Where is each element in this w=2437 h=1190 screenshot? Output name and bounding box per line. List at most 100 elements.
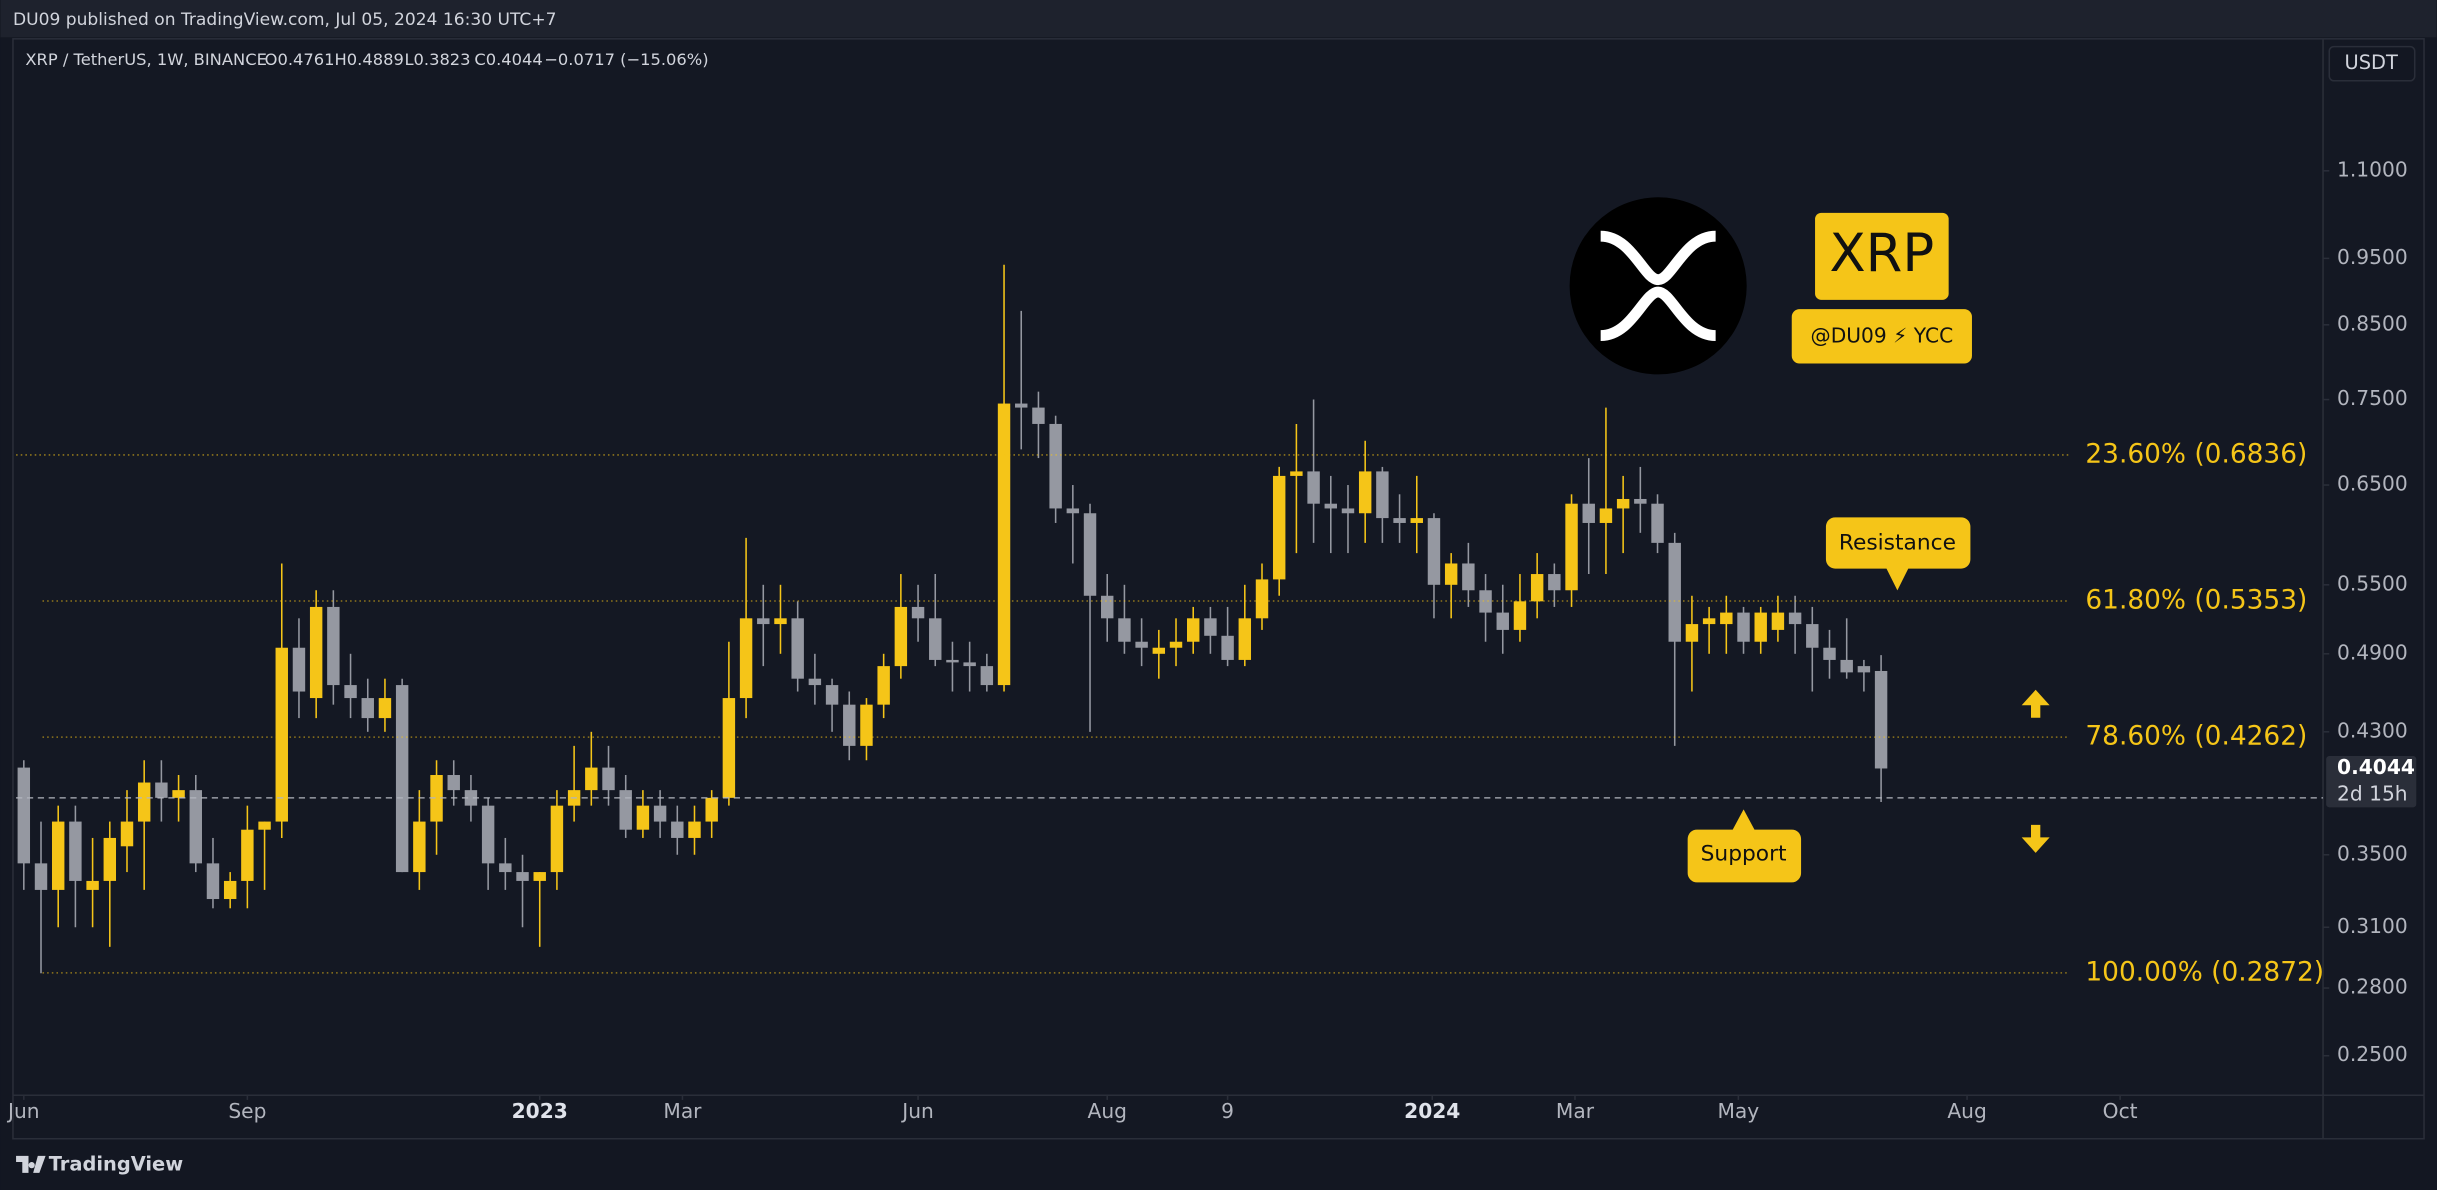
candle-body [1255,579,1269,619]
candle-body [1530,574,1544,602]
candle-body [533,872,546,881]
candle-body [739,618,753,699]
candle-body [946,659,959,663]
y-tick-label: 0.6500 [2337,472,2408,496]
candle-body [1462,563,1475,591]
candle-body [1513,601,1527,630]
candle-body [1152,647,1166,654]
fib-label: 61.80% (0.5353) [2085,584,2307,615]
currency[interactable]: USDT [2345,51,2398,74]
y-tick-label: 0.7500 [2337,386,2408,410]
candle-body [636,805,650,830]
candle-body [447,775,460,791]
candle-body [1582,503,1595,523]
candle-body [671,821,684,838]
candle-body [206,863,220,900]
y-tick-label: 0.3100 [2337,914,2408,938]
candle-body [1204,618,1217,636]
candle-body [860,704,873,746]
candle-body [929,618,942,660]
candle-body [585,767,598,791]
candle-body [120,821,134,847]
y-tick-label: 0.2800 [2337,975,2408,999]
up-arrow [2021,689,2050,718]
candle-body [1324,503,1338,509]
candle-body [1358,471,1372,514]
candle-body [1186,618,1200,642]
candle-body [1135,641,1148,648]
currency-box[interactable] [2328,45,2416,82]
candle-body [843,704,856,746]
price-label: 0.4044 [2337,755,2415,779]
candle-body [1341,508,1355,514]
candle-body [1651,503,1664,543]
x-tick-label: Mar [663,1099,702,1123]
candle-body [1496,612,1509,630]
x-tick-label: 2024 [1404,1099,1460,1123]
candle-body [791,618,804,679]
x-tick-label: Oct [2103,1099,2138,1123]
candle-body [1290,471,1303,476]
candle-body [499,863,512,873]
candle-body [877,666,890,705]
candle-body [1806,624,1819,648]
candle-body [1771,612,1785,630]
candle-body [275,647,288,822]
candle-body [1754,612,1767,642]
candle-body [980,666,994,686]
candle-body [51,821,65,890]
candle-body [1118,618,1131,642]
candle-body [1393,518,1406,523]
y-tick-label: 0.5500 [2337,571,2408,595]
candle-body [757,618,770,625]
support-text: Support [1701,841,1787,866]
candle-body [1857,666,1871,673]
countdown: 2d 15h [2337,781,2408,805]
candle-body [361,698,374,719]
candle-body [825,685,839,705]
resistance-text: Resistance [1839,531,1956,556]
overlay: 23.60% (0.6836) 61.80% (0.5353) 78.60% (0.… [16,438,2417,987]
candle-body [172,790,185,798]
candle-body [619,790,632,830]
candle-body [1307,471,1320,504]
candle-body [34,863,48,890]
candle-body [774,618,787,625]
candle-body [722,698,736,798]
y-tick-label: 0.4300 [2337,718,2408,742]
candle-body [1874,670,1888,769]
y-tick-label: 1.1000 [2337,157,2408,181]
candle-body [155,782,168,798]
candle-body [1616,498,1630,509]
fib-label: 23.60% (0.6836) [2085,438,2307,469]
candle-body [1221,635,1234,660]
candle-body [1083,513,1097,596]
y-tick-label: 0.2500 [2337,1042,2408,1066]
candle-body [688,821,701,838]
legend-value: O0.4761 [265,50,335,69]
candle-body [395,685,409,873]
candle-body [17,767,31,864]
candle-body [378,698,392,719]
x-tick-label: 2023 [512,1099,568,1123]
candle-body [808,678,822,686]
candle-body [344,685,357,699]
candle-body [911,606,925,619]
fib-label: 78.60% (0.4262) [2085,721,2307,752]
x-tick-label: Jun [900,1099,934,1123]
top-bar [0,0,2437,38]
legend-value: −0.0717 (−15.06%) [544,50,708,69]
candle-body [1668,542,1681,642]
legend-value: H0.4889 [335,50,404,69]
x-tick-label: Jun [6,1099,40,1123]
legend-value: C0.4044 [474,50,542,69]
y-tick-label: 0.8500 [2337,311,2408,335]
candle-body [1548,574,1561,591]
candle-body [1840,659,1853,673]
x-tick-label: Aug [1947,1099,1986,1123]
publisher: DU09 published on TradingView.com, Jul 0… [13,10,557,30]
candle-body [464,790,478,806]
ohlc-legend: O0.4761 H0.4889 L0.3823 C0.4044 −0.0717 (−15… [265,50,709,69]
resistance-callout [1825,517,1971,591]
